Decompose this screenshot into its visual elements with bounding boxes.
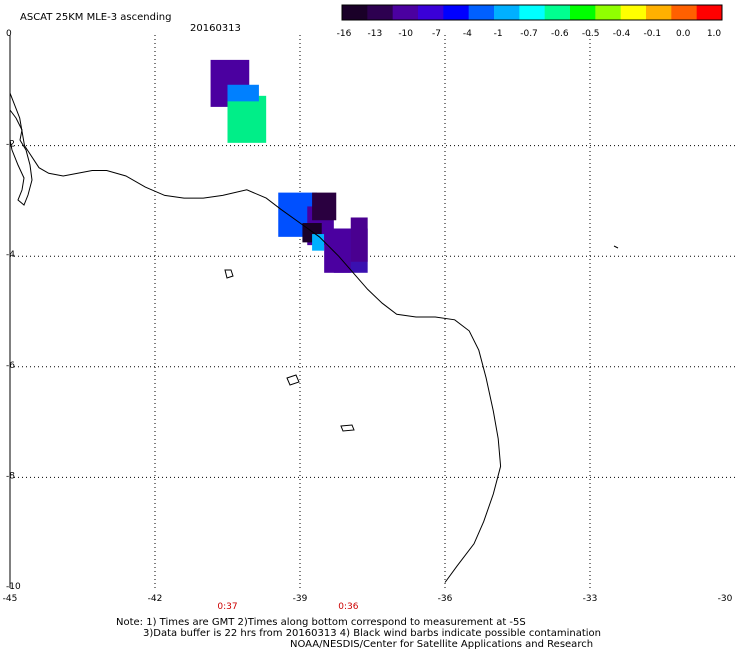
y-tick-label: -4: [6, 250, 15, 260]
colorbar-swatch: [570, 5, 596, 20]
colorbar-label: -13: [367, 29, 382, 39]
island-small-1: [224, 269, 234, 279]
colorbar-label: -7: [432, 29, 441, 39]
islands: [9, 109, 619, 432]
island-small-3: [340, 424, 355, 432]
colorbar-swatch: [418, 5, 444, 20]
y-tick-labels: 0 -2 -4 -6 -8 -10: [6, 29, 21, 592]
colorbar-label: -16: [337, 29, 352, 39]
colorbar-labels: -16 -13 -10 -7 -4 -1 -0.7 -0.6 -0.5 -0.4 -0.1 0.0 1.…: [337, 29, 722, 39]
time-labels: 0:37 0:36: [217, 602, 358, 612]
colorbar-swatch: [544, 5, 571, 20]
colorbar-label: -0.1: [644, 29, 662, 39]
colorbar-swatch: [443, 5, 470, 20]
colorbar-swatch: [367, 5, 394, 20]
marajo-island: [9, 109, 33, 206]
note-line-1: Note: 1) Times are GMT 2)Times along bot…: [116, 617, 526, 628]
colorbar: -16 -13 -10 -7 -4 -1 -0.7 -0.6 -0.5 -0.4 -0.1 0.0 1.…: [337, 4, 723, 39]
colorbar-swatch: [620, 5, 647, 20]
wind-cell: [312, 192, 337, 221]
colorbar-label: -0.5: [582, 29, 600, 39]
y-tick-label: -6: [6, 361, 15, 371]
colorbar-swatches: [342, 5, 723, 20]
island-small-2: [286, 374, 300, 386]
x-tick-label: -33: [583, 594, 598, 604]
colorbar-label: -0.6: [551, 29, 569, 39]
note-line-2: 3)Data buffer is 22 hrs from 20160313 4)…: [143, 628, 601, 639]
colorbar-label: -10: [398, 29, 413, 39]
colorbar-swatch: [646, 5, 672, 20]
wind-cells: [210, 59, 368, 273]
colorbar-label: -1: [494, 29, 503, 39]
x-tick-label: -42: [148, 594, 163, 604]
x-tick-label: -39: [293, 594, 308, 604]
colorbar-swatch: [696, 5, 723, 20]
wind-cell: [350, 217, 368, 262]
colorbar-swatch: [494, 5, 520, 20]
wind-cell: [227, 95, 267, 143]
map-title: ASCAT 25KM MLE-3 ascending: [20, 12, 171, 23]
y-tick-label: -2: [6, 140, 15, 150]
colorbar-label: -0.7: [520, 29, 538, 39]
x-tick-label: -30: [718, 594, 733, 604]
x-tick-label: -45: [3, 594, 18, 604]
time-label: 0:37: [217, 602, 237, 612]
time-label: 0:36: [338, 602, 358, 612]
wind-cell: [227, 84, 259, 102]
colorbar-swatch: [342, 5, 368, 20]
y-tick-label: 0: [6, 29, 12, 39]
graticule: [10, 35, 735, 588]
x-tick-labels: -45 -42 -39 -36 -33 -30: [3, 594, 733, 604]
island-small-4: [613, 245, 619, 249]
colorbar-swatch: [468, 5, 495, 20]
y-tick-label: -8: [6, 471, 15, 481]
y-tick-label: -10: [6, 582, 21, 592]
colorbar-label: 1.0: [707, 29, 722, 39]
colorbar-frame: [341, 4, 723, 21]
coastline: [9, 92, 502, 583]
colorbar-label: -4: [463, 29, 472, 39]
colorbar-swatch: [671, 5, 698, 20]
colorbar-swatch: [392, 5, 419, 20]
x-tick-label: -36: [438, 594, 453, 604]
note-line-3: NOAA/NESDIS/Center for Satellite Applica…: [290, 639, 593, 650]
colorbar-label: 0.0: [676, 29, 691, 39]
colorbar-swatch: [595, 5, 622, 20]
colorbar-swatch: [519, 5, 546, 20]
map-date: 20160313: [190, 23, 241, 34]
colorbar-label: -0.4: [613, 29, 631, 39]
